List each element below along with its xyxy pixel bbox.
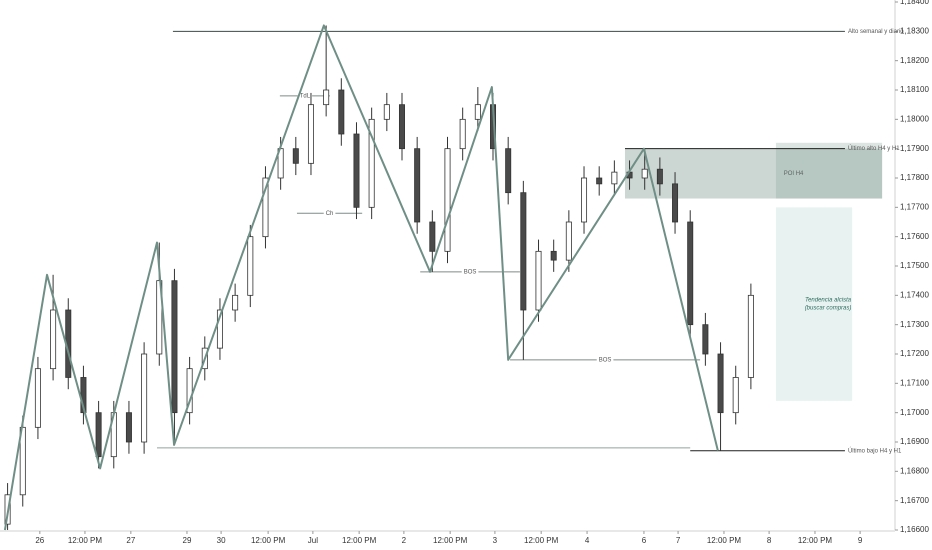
candle-body [641, 168, 648, 179]
candle-body [292, 148, 299, 164]
candle-body [611, 171, 618, 185]
x-tick-label: 12:00 PM [342, 536, 377, 545]
y-tick-label: 1,17100 [900, 378, 929, 387]
y-tick-label: 1,17800 [900, 173, 929, 182]
candle-body [596, 177, 603, 185]
candle-body [247, 236, 254, 296]
candle-body [474, 104, 481, 120]
level-label-bg [596, 355, 614, 364]
x-tick-label: 12:00 PM [707, 536, 742, 545]
level-label: Último bajo H4 y H1 [848, 447, 902, 454]
candle-body [398, 104, 405, 150]
candle-body [444, 148, 451, 252]
y-tick-label: 1,18100 [900, 85, 929, 94]
level-label: BOS [599, 357, 612, 363]
x-tick-label: 7 [676, 536, 681, 545]
x-tick-label: 30 [217, 536, 226, 545]
candle-body [383, 104, 390, 120]
candle-body [323, 89, 330, 106]
level-label: Último alto H4 y H1 [848, 145, 900, 152]
zone-label: (buscar compras) [805, 306, 852, 312]
level-label-bg [323, 209, 336, 218]
candle-body [565, 221, 572, 261]
candle-body [429, 221, 436, 252]
y-tick-label: 1,18400 [900, 0, 929, 6]
x-tick-label: 26 [35, 536, 44, 545]
candle-body [520, 192, 527, 311]
candle-body [581, 177, 588, 223]
level-label: BOS [464, 269, 477, 275]
candle-body [338, 89, 345, 135]
zone-label: Tendencia alcista [805, 298, 852, 304]
x-tick-label: 12:00 PM [68, 536, 103, 545]
candle-body [747, 294, 754, 378]
candle-body [550, 250, 557, 261]
x-tick-label: 2 [402, 536, 407, 545]
level-label: Ch [326, 211, 334, 217]
y-tick-label: 1,17500 [900, 261, 929, 270]
x-tick-label: 29 [183, 536, 192, 545]
level-label: Alto semanal y diario [848, 29, 904, 35]
candle-body [50, 309, 57, 370]
x-tick-label: 8 [767, 536, 772, 545]
x-tick-label: 6 [642, 536, 647, 545]
candle-body [34, 368, 41, 428]
candle-body [732, 377, 739, 414]
candle-body [232, 294, 239, 311]
candle-body [505, 148, 512, 194]
x-tick-label: Jul [308, 536, 318, 545]
y-tick-label: 1,16700 [900, 496, 929, 505]
zone [624, 148, 883, 199]
x-tick-label: 27 [126, 536, 135, 545]
candle-body [307, 104, 314, 164]
level-label: TdL [300, 93, 311, 99]
x-tick-label: 12:00 PM [798, 536, 833, 545]
x-tick-label: 12:00 PM [433, 536, 468, 545]
candle-body [687, 221, 694, 326]
candle-body [141, 353, 148, 443]
x-tick-label: 12:00 PM [524, 536, 559, 545]
candle-body [459, 118, 466, 150]
candle-body [186, 368, 193, 414]
candle-body [672, 183, 679, 223]
candle-body [702, 324, 709, 355]
candle-body [414, 148, 421, 223]
zone-label: POI H4 [784, 171, 804, 177]
candle-body [95, 412, 102, 458]
candle-body [353, 133, 360, 208]
y-tick-label: 1,17700 [900, 202, 929, 211]
zone [775, 142, 883, 199]
candle-body [656, 168, 663, 185]
y-tick-label: 1,18200 [900, 56, 929, 65]
y-tick-label: 1,17000 [900, 408, 929, 417]
y-tick-label: 1,17200 [900, 349, 929, 358]
zigzag-line [3, 24, 719, 531]
y-tick-label: 1,16600 [900, 525, 929, 534]
y-tick-label: 1,16900 [900, 437, 929, 446]
y-tick-label: 1,17600 [900, 232, 929, 241]
candle-body [717, 353, 724, 414]
level-label-bg [297, 91, 313, 100]
x-tick-label: 9 [858, 536, 863, 545]
y-tick-label: 1,17900 [900, 144, 929, 153]
candle-body [535, 250, 542, 311]
zone [775, 207, 853, 401]
candle-body [368, 118, 375, 208]
y-tick-label: 1,18000 [900, 114, 929, 123]
y-tick-label: 1,18300 [900, 26, 929, 35]
y-tick-label: 1,16800 [900, 466, 929, 475]
level-label-bg [461, 267, 479, 276]
y-tick-label: 1,17300 [900, 320, 929, 329]
candle-body [171, 280, 178, 414]
candle-body [262, 177, 269, 238]
x-tick-label: 3 [493, 536, 498, 545]
x-tick-label: 12:00 PM [251, 536, 286, 545]
candle-body [216, 309, 223, 349]
candle-body [125, 412, 132, 443]
y-tick-label: 1,17400 [900, 290, 929, 299]
x-tick-label: 4 [585, 536, 590, 545]
